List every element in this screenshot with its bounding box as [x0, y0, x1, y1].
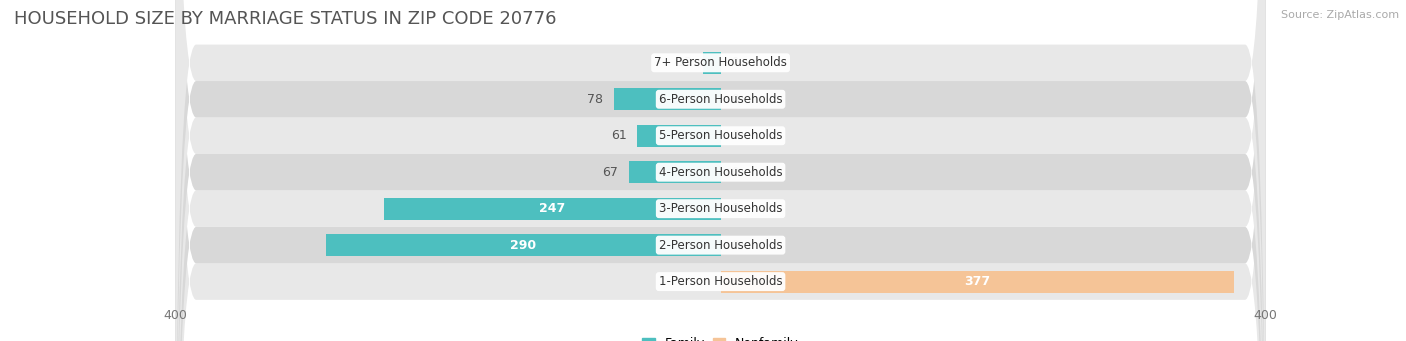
Bar: [703, 52, 721, 74]
FancyBboxPatch shape: [176, 0, 1265, 341]
Text: 3-Person Households: 3-Person Households: [659, 202, 782, 215]
FancyBboxPatch shape: [176, 0, 1265, 341]
Text: 290: 290: [510, 239, 536, 252]
Text: 61: 61: [610, 129, 627, 142]
Bar: [637, 125, 721, 147]
Text: 5-Person Households: 5-Person Households: [659, 129, 782, 142]
Text: 0: 0: [731, 56, 738, 69]
Text: 1-Person Households: 1-Person Households: [659, 275, 782, 288]
Text: 67: 67: [603, 166, 619, 179]
Text: 0: 0: [731, 202, 738, 215]
Text: 0: 0: [731, 239, 738, 252]
Text: 247: 247: [540, 202, 565, 215]
Text: 78: 78: [588, 93, 603, 106]
FancyBboxPatch shape: [176, 0, 1265, 341]
Text: 0: 0: [731, 166, 738, 179]
Legend: Family, Nonfamily: Family, Nonfamily: [637, 332, 804, 341]
Text: 4-Person Households: 4-Person Households: [659, 166, 782, 179]
FancyBboxPatch shape: [176, 0, 1265, 341]
Bar: [326, 234, 721, 256]
Text: 377: 377: [965, 275, 990, 288]
Text: 7+ Person Households: 7+ Person Households: [654, 56, 787, 69]
Bar: [630, 161, 721, 183]
FancyBboxPatch shape: [176, 0, 1265, 341]
Text: 13: 13: [676, 56, 692, 69]
Text: 2-Person Households: 2-Person Households: [659, 239, 782, 252]
Bar: [384, 198, 721, 220]
Text: 0: 0: [731, 93, 738, 106]
FancyBboxPatch shape: [176, 0, 1265, 341]
Text: 6-Person Households: 6-Person Households: [659, 93, 782, 106]
Text: 0: 0: [731, 129, 738, 142]
FancyBboxPatch shape: [176, 0, 1265, 341]
Text: Source: ZipAtlas.com: Source: ZipAtlas.com: [1281, 10, 1399, 20]
Bar: [721, 271, 1234, 293]
Text: HOUSEHOLD SIZE BY MARRIAGE STATUS IN ZIP CODE 20776: HOUSEHOLD SIZE BY MARRIAGE STATUS IN ZIP…: [14, 10, 557, 28]
Bar: [614, 88, 721, 110]
